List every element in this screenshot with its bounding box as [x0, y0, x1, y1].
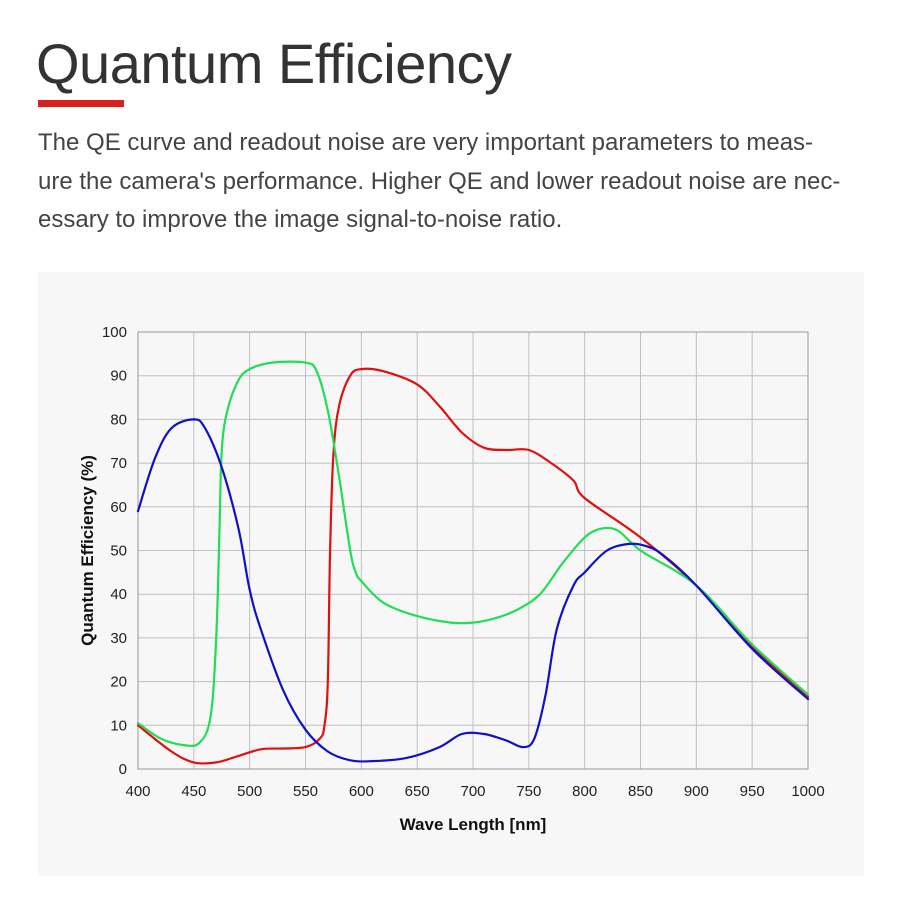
grid: [137, 331, 809, 770]
y-tick-label: 100: [102, 324, 127, 341]
chart-panel: 400 450 500 550 600 650 700 750 800 850 900 950 1000…: [38, 272, 864, 876]
red-qe-curve: [136, 367, 810, 765]
plot-frame: [137, 331, 809, 770]
green-qe-curve: [136, 360, 810, 748]
title-accent-bar: [38, 100, 124, 107]
y-tick-label: 20: [110, 674, 127, 691]
qe-chart: 400 450 500 550 600 650 700 750 800 850 900 950 1000…: [78, 324, 825, 834]
y-tick-label: 40: [110, 586, 127, 603]
x-tick-label: 650: [405, 783, 430, 800]
y-axis-label: Quantum Efficiency (%): [78, 455, 97, 646]
y-tick-label: 90: [110, 368, 127, 385]
x-tick-label: 1000: [791, 783, 824, 800]
y-tick-label: 70: [110, 455, 127, 472]
page-title: Quantum Efficiency: [36, 32, 512, 95]
x-axis-label: Wave Length [nm]: [400, 815, 547, 834]
y-tick-label: 10: [110, 717, 127, 734]
x-tick-label: 700: [460, 783, 485, 800]
y-tick-label: 30: [110, 630, 127, 647]
tick-labels: 400 450 500 550 600 650 700 750 800 850 900 950 1000…: [102, 324, 825, 800]
x-tick-label: 400: [125, 783, 150, 800]
blue-qe-curve: [136, 418, 810, 763]
x-tick-label: 800: [572, 783, 597, 800]
y-tick-label: 80: [110, 411, 127, 428]
description: The QE curve and readout noise are very …: [38, 129, 841, 233]
y-tick-label: 0: [119, 761, 127, 778]
x-tick-label: 600: [349, 783, 374, 800]
series-layer: [136, 360, 810, 765]
x-tick-label: 550: [293, 783, 318, 800]
y-tick-label: 60: [110, 499, 127, 516]
x-tick-label: 500: [237, 783, 262, 800]
x-tick-label: 950: [740, 783, 765, 800]
x-tick-label: 850: [628, 783, 653, 800]
y-tick-label: 50: [110, 543, 127, 560]
x-tick-label: 900: [684, 783, 709, 800]
x-tick-label: 450: [181, 783, 206, 800]
x-tick-label: 750: [516, 783, 541, 800]
